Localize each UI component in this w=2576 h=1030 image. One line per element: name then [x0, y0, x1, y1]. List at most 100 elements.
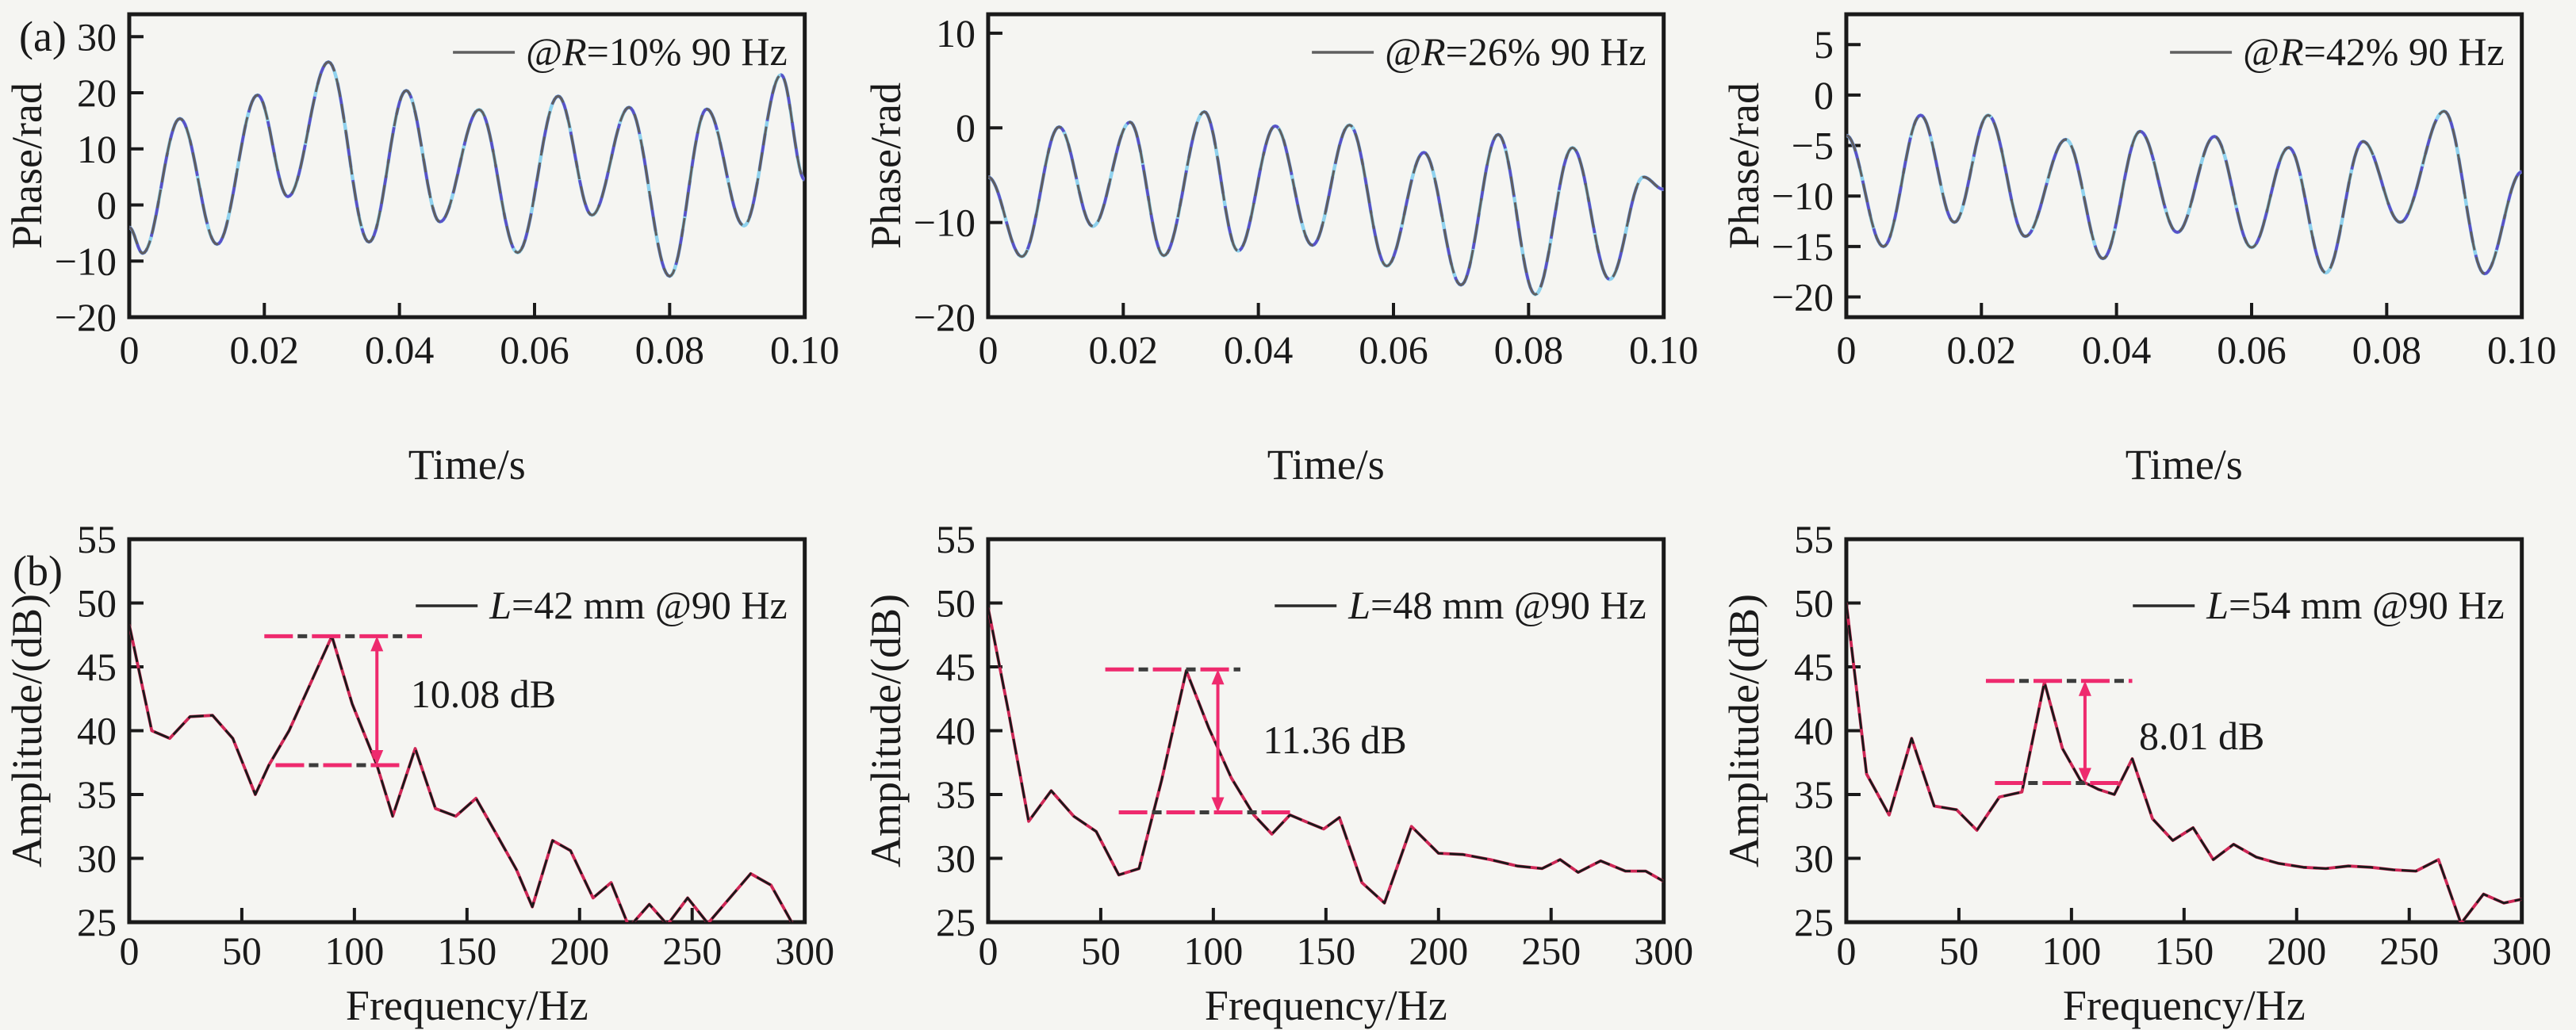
y-tick-label: 0	[1814, 73, 1834, 117]
phase-plot-r26-svg: 0 0.02 0.04 0.06 0.08 0.10 −20 −10 0 10 Time/s Phas…	[862, 11, 1698, 488]
x-tick-label: 0.02	[1947, 327, 2016, 372]
y-tick-label: 40	[936, 708, 976, 752]
x-tick-label: 0	[1837, 929, 1857, 973]
panel-phase-r10: (a) 0 0.02 0.04 0.06 0.08 0.10 −20 −10 0 10 20 30 Tim…	[0, 0, 859, 515]
plot-border	[127, 12, 807, 320]
x-tick-label: 0.06	[2218, 327, 2287, 372]
series-line	[987, 607, 1664, 905]
annotation-arrowhead-down	[1211, 797, 1225, 813]
x-axis-label: Time/s	[2126, 441, 2243, 488]
plot-border	[1844, 12, 2524, 320]
series-group	[987, 109, 1664, 297]
y-tick-label: 45	[936, 645, 976, 689]
legend-label: L=48 mm @90 Hz	[1347, 583, 1646, 627]
x-tick-label: 0.08	[635, 327, 704, 372]
y-axis-label: Phase/rad	[1720, 82, 1768, 249]
y-axis-label: Phase/rad	[3, 82, 51, 249]
series-group	[128, 59, 805, 278]
x-tick-label: 200	[1409, 929, 1468, 973]
x-axis-label: Time/s	[408, 441, 526, 488]
y-tick-label: −20	[55, 295, 117, 339]
legend: L=42 mm @90 Hz	[416, 583, 788, 627]
series-line	[128, 60, 805, 278]
legend: @R=10% 90 Hz	[453, 29, 788, 74]
x-tick-label: 50	[1939, 929, 1979, 973]
annotation-arrowhead-up	[1211, 669, 1225, 685]
phase-plot-r10-svg: (a)0 0.02 0.04 0.06 0.08 0.10−20−100102030Tim…	[3, 12, 839, 488]
y-tick-label: 50	[77, 580, 117, 625]
annotation-group: 8.01 dB	[1986, 679, 2265, 786]
x-tick-label: 250	[662, 929, 722, 973]
y-tick-label: −10	[55, 239, 117, 283]
panel-phase-r42: 0 0.02 0.04 0.06 0.08 0.10 −20 −15 −10 −5 0 5 Time/s…	[1717, 0, 2576, 515]
y-tick-label: 50	[1794, 580, 1834, 625]
x-tick-label: 0.06	[1359, 327, 1428, 372]
phase-plot-r42-svg: 0 0.02 0.04 0.06 0.08 0.10 −20 −15 −10 −5 0 5 Time/s…	[1720, 12, 2557, 488]
series-line	[128, 60, 805, 278]
x-tick-label: 0.02	[230, 327, 299, 372]
y-tick-label: −20	[913, 295, 975, 339]
y-tick-label: 45	[1794, 645, 1834, 689]
x-tick-label: 250	[2380, 929, 2440, 973]
series-line	[1846, 603, 2523, 922]
y-tick-label: 50	[936, 580, 976, 625]
fft-plot-l42-svg: (b) 0 50 100 150 200 250 300 25 30 35 40 45 50 55 Frequ…	[3, 517, 834, 1029]
legend-label: @R=26% 90 Hz	[1385, 29, 1646, 74]
annotation-group: 11.36 dB	[1105, 667, 1406, 815]
x-tick-label: 50	[1081, 929, 1121, 973]
y-axis-label: Phase/rad	[862, 82, 910, 249]
fft-plot-l54-svg: 0 50 100 150 200 250 300 25 30 35 40 45 50 55 Frequenc…	[1720, 517, 2551, 1029]
y-tick-label: 30	[77, 14, 117, 59]
annotation-value-label: 10.08 dB	[411, 672, 556, 716]
y-tick-label: 45	[77, 645, 117, 689]
x-tick-label: 0.08	[1493, 327, 1562, 372]
fft-plot-l48-svg: 0 50 100 150 200 250 300 25 30 35 40 45 50 55 Frequenc…	[862, 517, 1693, 1029]
y-tick-label: 30	[936, 836, 976, 880]
y-tick-label: 55	[936, 517, 976, 561]
y-tick-label: 35	[77, 772, 117, 817]
panel-fft-l42: (b) 0 50 100 150 200 250 300 25 30 35 40 45 50 55 Frequ…	[0, 515, 859, 1030]
y-tick-label: 5	[1814, 22, 1834, 67]
y-axis-label: Amplitude/(dB)	[1720, 594, 1768, 867]
x-axis-label: Time/s	[1267, 441, 1384, 488]
y-tick-label: 0	[956, 105, 976, 150]
annotation-arrowhead-down	[2079, 768, 2092, 783]
x-tick-label: 0	[119, 327, 139, 372]
legend: @R=26% 90 Hz	[1311, 29, 1646, 74]
y-tick-label: −15	[1772, 224, 1834, 269]
x-tick-label: 50	[222, 929, 262, 973]
y-axis-label: Amplitude/(dB)	[3, 594, 51, 867]
y-tick-label: 10	[936, 11, 976, 56]
panel-fft-l48: 0 50 100 150 200 250 300 25 30 35 40 45 50 55 Frequenc…	[859, 515, 1718, 1030]
y-tick-label: 20	[77, 71, 117, 115]
legend: L=54 mm @90 Hz	[2133, 583, 2505, 627]
legend: @R=42% 90 Hz	[2170, 29, 2505, 74]
x-tick-label: 200	[2267, 929, 2327, 973]
x-tick-label: 0.04	[1224, 327, 1293, 372]
x-tick-label: 0.10	[1629, 327, 1698, 372]
series-line	[128, 624, 793, 922]
legend: L=48 mm @90 Hz	[1274, 583, 1646, 627]
legend-label: L=42 mm @90 Hz	[489, 583, 787, 627]
legend-label: @R=42% 90 Hz	[2243, 29, 2505, 74]
annotation-arrowhead-up	[2079, 680, 2092, 696]
series-line	[987, 110, 1664, 297]
series-group	[987, 607, 1664, 905]
x-tick-label: 300	[1634, 929, 1693, 973]
y-tick-label: 25	[1794, 900, 1834, 944]
panel-fft-l54: 0 50 100 150 200 250 300 25 30 35 40 45 50 55 Frequenc…	[1717, 515, 2576, 1030]
x-tick-label: 150	[2155, 929, 2214, 973]
y-tick-label: 0	[97, 183, 117, 228]
y-tick-label: 55	[77, 517, 117, 561]
y-tick-label: −5	[1792, 124, 1834, 168]
y-tick-label: 40	[1794, 708, 1834, 752]
annotation-arrowhead-down	[370, 749, 384, 765]
series-line	[1846, 603, 2523, 922]
y-tick-label: 25	[936, 900, 976, 944]
y-tick-label: 35	[1794, 772, 1834, 817]
legend-label: L=54 mm @90 Hz	[2206, 583, 2505, 627]
x-tick-label: 0.08	[2352, 327, 2421, 372]
x-tick-label: 150	[437, 929, 496, 973]
y-tick-label: −20	[1772, 275, 1834, 320]
